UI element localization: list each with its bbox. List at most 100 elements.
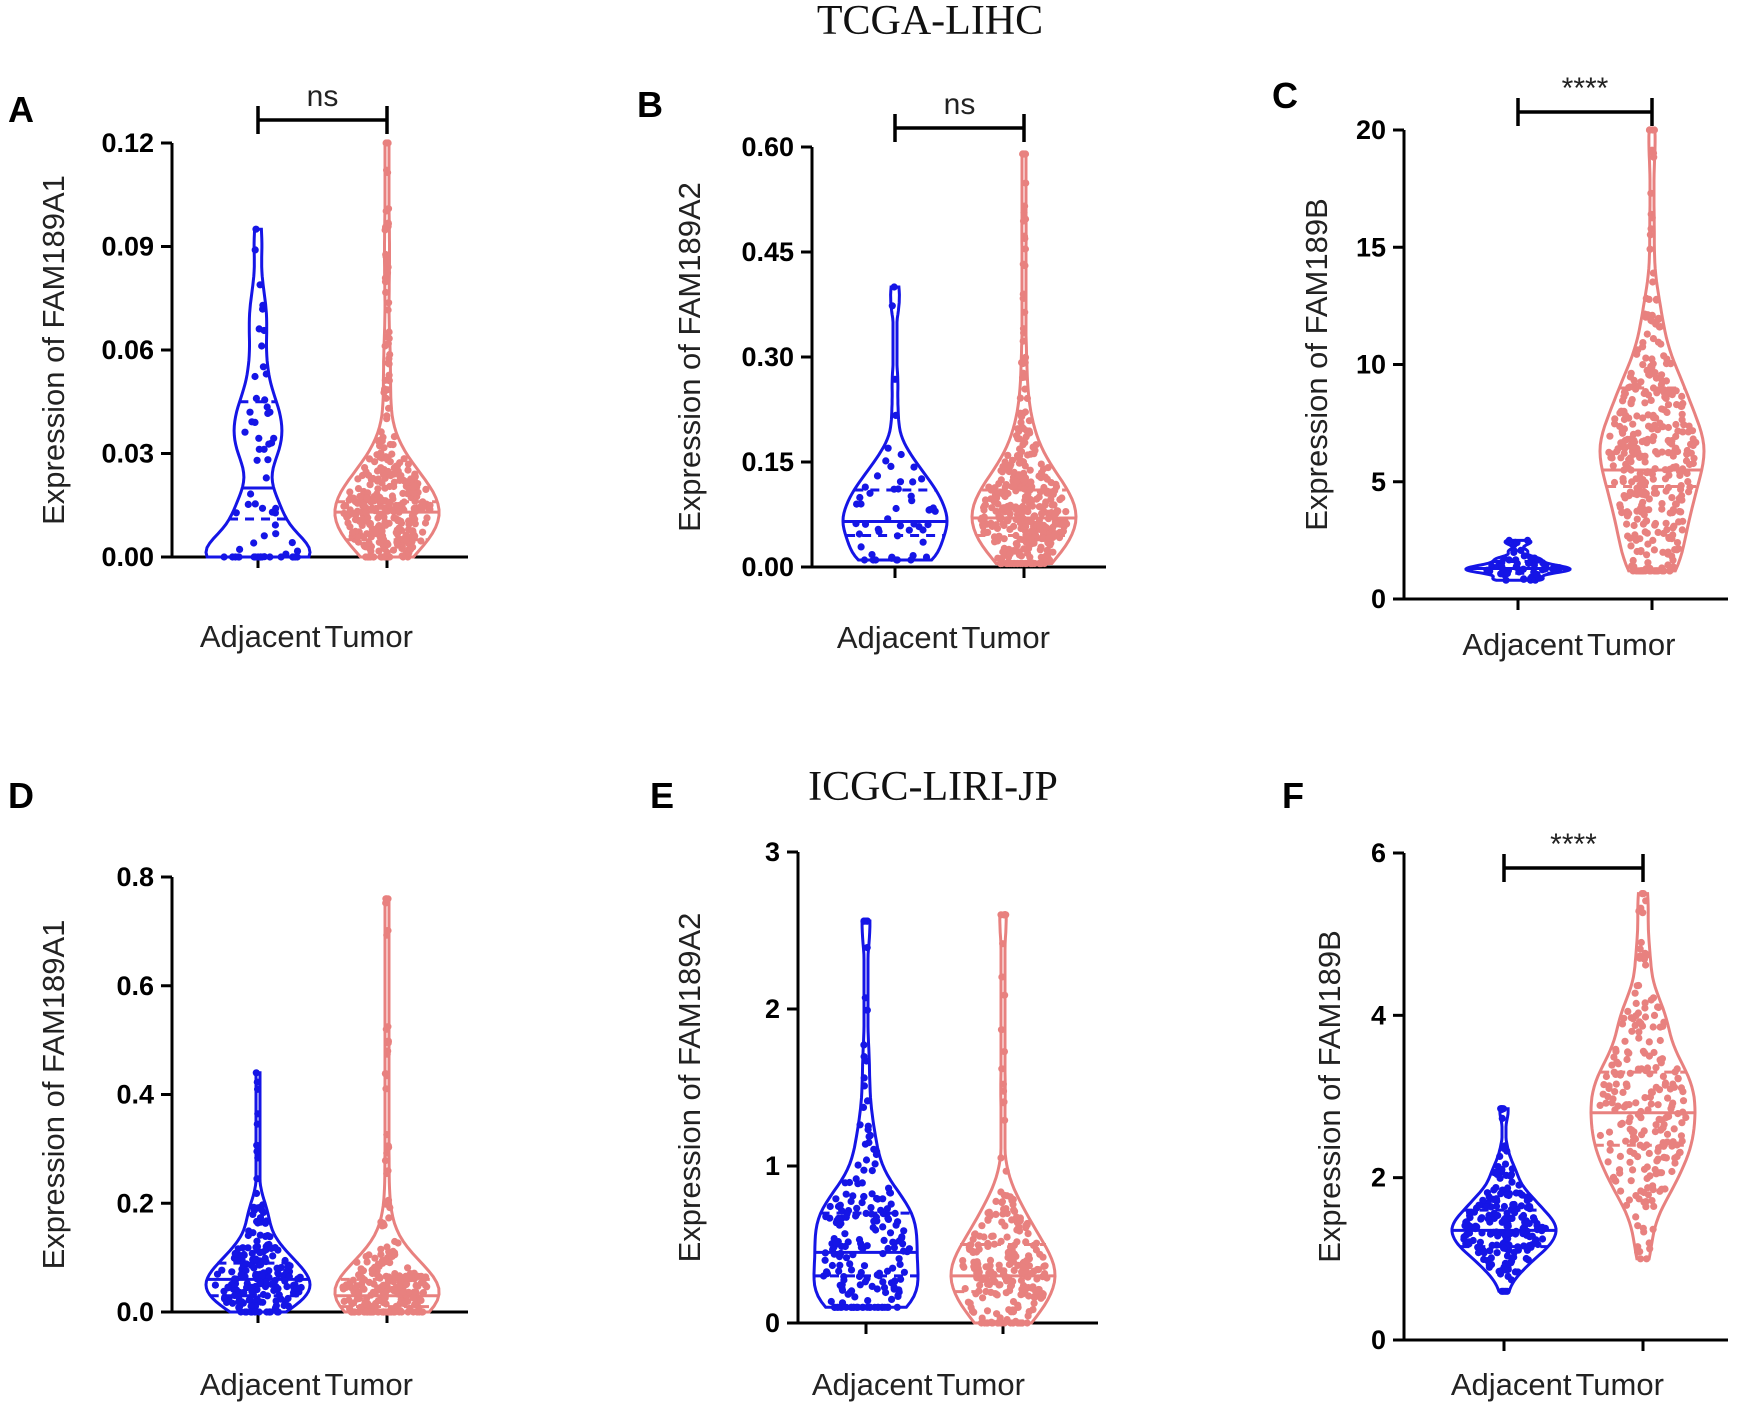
data-point (1520, 1242, 1528, 1250)
data-point (1530, 561, 1538, 569)
data-point (978, 1222, 986, 1230)
violin-tumor (333, 139, 441, 561)
data-point (871, 1160, 879, 1168)
data-point (1664, 484, 1673, 492)
significance-bracket (1516, 98, 1654, 126)
data-point (389, 1278, 397, 1286)
data-point (1016, 445, 1024, 453)
data-point (1022, 1238, 1030, 1246)
data-point (1028, 527, 1036, 535)
data-point (395, 1283, 403, 1291)
data-point (351, 1308, 359, 1316)
data-point (924, 521, 932, 529)
data-point (884, 1244, 892, 1253)
data-point (999, 1080, 1007, 1088)
data-point (993, 1291, 1001, 1299)
data-point (382, 1025, 390, 1033)
data-point (1647, 1100, 1655, 1108)
data-point (855, 530, 864, 538)
data-point (1640, 1165, 1649, 1173)
data-point (248, 1249, 256, 1257)
data-point (1512, 1189, 1520, 1197)
data-point (1625, 1101, 1633, 1109)
data-point (261, 396, 269, 404)
y-tick-label: 20 (1356, 115, 1386, 145)
data-point (405, 517, 413, 525)
data-point (1021, 373, 1029, 381)
data-point (1519, 1211, 1528, 1220)
data-point (270, 434, 278, 442)
data-point (1618, 1119, 1626, 1127)
data-point (1659, 567, 1667, 575)
data-point (984, 1242, 992, 1250)
data-point (385, 334, 393, 342)
data-point (1530, 1216, 1539, 1224)
data-point (1003, 1233, 1011, 1241)
data-point (379, 1219, 387, 1227)
data-point (1652, 1121, 1660, 1129)
data-point (1639, 414, 1647, 422)
data-point (1652, 374, 1660, 382)
data-point (1508, 1178, 1516, 1186)
data-point (378, 527, 386, 535)
data-point (383, 259, 391, 267)
y-tick-label: 0.60 (741, 132, 794, 162)
data-point (1614, 1060, 1622, 1068)
data-point (1651, 1166, 1659, 1174)
data-point (380, 535, 388, 544)
data-point (1636, 945, 1644, 953)
data-point (382, 207, 390, 215)
data-point (879, 1210, 887, 1218)
data-point (840, 1276, 848, 1284)
data-point (891, 1278, 899, 1286)
data-point (1678, 1137, 1686, 1145)
data-point (919, 526, 927, 534)
data-point (1511, 1209, 1519, 1217)
data-point (250, 539, 258, 547)
data-point (1637, 567, 1645, 575)
data-point (282, 550, 290, 558)
data-point (1484, 1215, 1492, 1223)
significance-label: **** (1562, 72, 1609, 105)
data-point (1652, 295, 1661, 303)
data-point (251, 500, 259, 508)
data-point (244, 1231, 252, 1240)
data-point (1000, 535, 1008, 543)
data-point (1026, 559, 1035, 568)
data-point (1602, 1072, 1610, 1081)
data-point (1021, 359, 1029, 367)
data-point (420, 1275, 428, 1283)
data-point (1626, 534, 1634, 542)
data-point (385, 299, 393, 307)
data-point (1675, 545, 1683, 553)
y-tick-label: 10 (1356, 350, 1386, 380)
data-point (1617, 1187, 1625, 1195)
data-point (861, 483, 869, 491)
data-point (254, 1085, 262, 1093)
data-point (1649, 475, 1657, 483)
data-point (235, 553, 243, 561)
data-point (1654, 1147, 1662, 1155)
data-point (379, 1281, 387, 1289)
data-point (1025, 1292, 1033, 1300)
data-point (274, 1308, 282, 1316)
violin-adjacent (204, 1069, 312, 1316)
data-point (355, 1294, 364, 1303)
data-point (1596, 1101, 1604, 1109)
data-point (1665, 533, 1673, 542)
data-point (1492, 1202, 1501, 1210)
y-axis-label: Expression of FAM189A1 (36, 175, 71, 525)
data-point (1483, 1189, 1491, 1197)
data-point (1025, 544, 1033, 553)
data-point (391, 1270, 399, 1278)
data-point (1510, 1253, 1518, 1261)
data-point (1640, 1188, 1648, 1197)
data-point (836, 1261, 844, 1269)
data-point (293, 1284, 301, 1292)
data-point (1647, 189, 1655, 197)
data-point (990, 1240, 999, 1248)
data-point (1019, 290, 1027, 298)
data-point (258, 1272, 266, 1280)
data-point (1664, 423, 1672, 432)
data-point (403, 478, 411, 486)
